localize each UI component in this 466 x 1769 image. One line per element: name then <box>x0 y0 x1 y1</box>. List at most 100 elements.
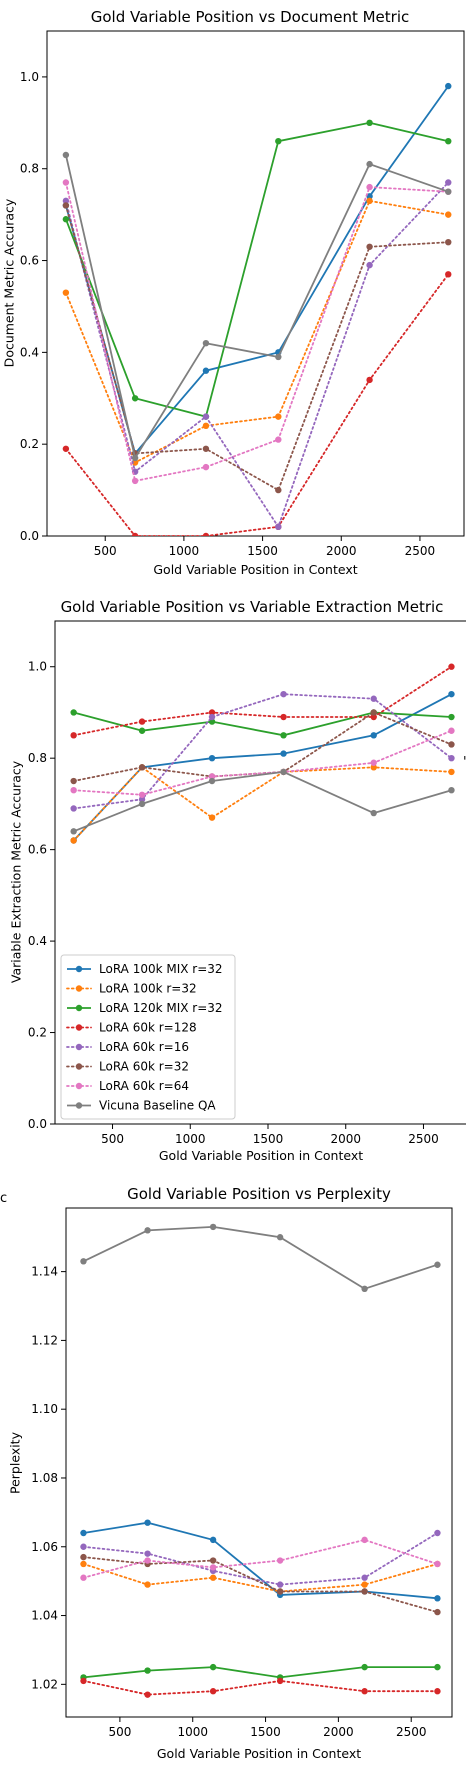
chart-panel-1: Gold Variable Position vs Document Metri… <box>2 8 465 577</box>
y-tick-label: 0.6 <box>20 254 39 268</box>
x-tick-label: 2000 <box>323 1725 354 1739</box>
series-line <box>82 1679 439 1696</box>
x-tick-label: 500 <box>108 1725 131 1739</box>
series-line <box>83 1521 438 1600</box>
series-line <box>72 711 453 782</box>
data-point <box>62 151 70 159</box>
x-tick-label: 1000 <box>175 1132 206 1146</box>
data-point <box>202 463 210 471</box>
legend-swatch-marker <box>75 1004 83 1012</box>
data-point <box>275 353 282 361</box>
data-point <box>445 82 452 90</box>
data-point <box>434 1560 441 1568</box>
data-point <box>208 773 216 780</box>
y-tick-label: 1.14 <box>31 1265 58 1279</box>
series-line <box>65 181 450 482</box>
series-line <box>73 770 452 833</box>
data-point <box>445 238 452 246</box>
x-tick-label: 1000 <box>177 1725 208 1739</box>
data-point <box>448 727 455 734</box>
data-point <box>80 1553 87 1561</box>
x-tick-label: 500 <box>101 1132 124 1146</box>
data-point <box>448 713 455 721</box>
data-point <box>434 1688 441 1695</box>
data-point <box>366 193 373 200</box>
y-axis-label: Document Metric Accuracy <box>2 198 17 367</box>
y-tick-label: 0.8 <box>20 162 39 176</box>
y-tick-label: 1.0 <box>28 660 47 674</box>
data-point <box>70 837 77 844</box>
data-point <box>131 395 139 402</box>
x-axis-label: Gold Variable Position in Context <box>153 562 357 577</box>
legend-swatch-marker <box>75 1024 83 1031</box>
series-line <box>82 1538 439 1579</box>
series-line <box>72 693 453 810</box>
legend-label: LoRA 120k MIX r=32 <box>99 1001 223 1015</box>
y-tick-label: 0.4 <box>20 345 39 359</box>
data-point <box>275 436 282 443</box>
data-point <box>366 119 373 127</box>
data-point <box>448 786 455 794</box>
legend-label: LoRA 60k r=64 <box>99 1079 189 1093</box>
data-point <box>361 1581 368 1588</box>
data-point <box>366 197 373 205</box>
data-point <box>361 1588 368 1595</box>
data-point <box>62 197 70 205</box>
data-point <box>445 188 452 195</box>
series-line <box>65 204 450 492</box>
data-point <box>202 422 210 430</box>
data-point <box>276 1557 284 1564</box>
data-point <box>138 791 146 798</box>
data-point <box>138 796 146 803</box>
series-line <box>73 711 452 737</box>
data-point <box>62 202 70 209</box>
x-tick-label: 2000 <box>326 544 357 558</box>
series-line <box>72 665 453 737</box>
data-point <box>208 713 216 721</box>
legend-label: LoRA 60k r=32 <box>99 1060 189 1074</box>
data-point <box>370 809 377 817</box>
data-point <box>366 243 373 250</box>
y-axis-label: Perplexity <box>8 1431 23 1494</box>
chart-title: Gold Variable Position vs Perplexity <box>127 1185 391 1203</box>
data-point <box>434 1529 441 1537</box>
data-point <box>144 1691 151 1698</box>
plot-area <box>62 82 452 536</box>
x-tick-label: 2500 <box>408 1132 439 1146</box>
data-point <box>144 1557 151 1564</box>
data-point <box>276 1581 284 1588</box>
data-point <box>370 759 377 766</box>
series-line <box>65 85 450 456</box>
x-tick-label: 2500 <box>396 1725 427 1739</box>
data-point <box>448 741 455 748</box>
legend-swatch-marker <box>75 1102 83 1109</box>
y-tick-label: 0.6 <box>28 843 47 857</box>
data-point <box>80 1560 87 1568</box>
series-line <box>65 121 449 418</box>
x-tick-label: 2500 <box>405 544 436 558</box>
series-line <box>65 154 449 461</box>
data-point <box>209 1564 217 1571</box>
data-point <box>445 179 452 186</box>
data-point <box>280 732 287 739</box>
data-point <box>144 1581 151 1588</box>
data-point <box>209 1688 217 1695</box>
series-line <box>82 1532 439 1586</box>
data-point <box>138 800 146 808</box>
series-line <box>82 1563 439 1593</box>
series-line <box>65 273 450 536</box>
data-point <box>361 1536 368 1544</box>
plot-frame <box>54 620 466 1125</box>
x-axis-label: Gold Variable Position in Context <box>157 1746 361 1761</box>
data-point <box>434 1261 441 1268</box>
plot-area <box>70 663 455 844</box>
legend-label: LoRA 60k r=128 <box>99 1021 197 1035</box>
data-point <box>280 690 287 698</box>
data-point <box>361 1574 368 1581</box>
data-point <box>138 764 146 771</box>
y-tick-label: 1.02 <box>31 1677 58 1691</box>
data-point <box>448 690 455 698</box>
legend-label: LoRA 100k r=32 <box>99 982 197 996</box>
legend-label: LoRA 60k r=16 <box>99 1040 189 1054</box>
data-point <box>80 1529 87 1537</box>
